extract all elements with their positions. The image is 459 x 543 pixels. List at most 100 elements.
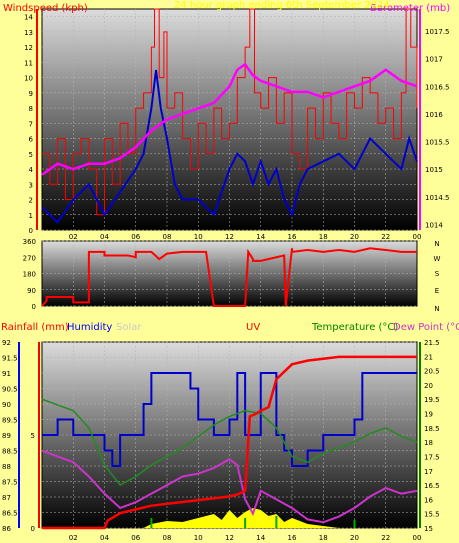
windspeed-tick-label: 9 (29, 90, 33, 98)
humidity-tick-label: 90.5 (2, 386, 18, 394)
barometer-axis: 1014 1014.5 1015 1015.5 1016 1016.5 1017 1017.5 (419, 9, 450, 230)
x-tick-label: 10 (194, 534, 203, 542)
x-tick-label: 10 (194, 233, 203, 241)
temperature-tick-label: 15 (424, 525, 433, 533)
solar-label: Solar (116, 322, 142, 333)
temperature-tick-label: 16 (424, 496, 433, 504)
temperature-tick-label: 20 (424, 382, 433, 390)
rainfall-tick-label: 5 (31, 432, 35, 440)
humidity-tick-label: 91.5 (2, 355, 18, 363)
barometer-label: Barometer (mb) (370, 3, 450, 14)
rainfall-tick-label: 0 (31, 525, 35, 533)
barometer-tick-label: 1014 (425, 221, 443, 229)
dew-point-label: Dew Point (°C) (393, 322, 459, 333)
x-tick-label: 06 (131, 233, 140, 241)
temperature-tick-label: 15.5 (424, 511, 440, 519)
windspeed-tick-label: 1 (29, 212, 33, 220)
dew-point-line (41, 449, 418, 524)
x-tick-label: 14 (256, 534, 265, 542)
x-tick-label: 04 (100, 534, 109, 542)
humidity-tick-label: 87.5 (2, 479, 18, 487)
windspeed-tick-label: 7 (29, 120, 33, 128)
gust-line (42, 8, 418, 216)
temperature-tick-label: 21 (424, 353, 433, 361)
rainfall-series (41, 355, 418, 530)
windspeed-series (41, 8, 418, 224)
barometer-tick-label: 1016.5 (425, 83, 450, 91)
humidity-tick-label: 89.5 (2, 417, 18, 425)
compass-label: W (434, 255, 441, 263)
chart-title: 24 hour graph ending 6th September 2024 (174, 0, 390, 11)
x-tick-label: 16 (288, 534, 297, 542)
windspeed-tick-label: 12 (24, 44, 33, 52)
direction-tick-label: 360 (23, 238, 36, 246)
wind-direction-series (41, 247, 417, 307)
rainfall-x-axis: 02 04 06 08 10 12 14 16 18 20 22 00 (69, 534, 422, 542)
x-tick-label: 12 (225, 233, 234, 241)
direction-tick-label: 180 (23, 271, 36, 279)
compass-label: E (435, 287, 439, 295)
x-tick-label: 20 (350, 534, 359, 542)
rainfall-line (42, 355, 417, 530)
barometer-tick-label: 1017.5 (425, 28, 450, 36)
windspeed-tick-label: 2 (29, 197, 33, 205)
temperature-tick-label: 19.5 (424, 396, 440, 404)
humidity-tick-label: 87 (2, 494, 11, 502)
humidity-tick-label: 86.5 (2, 510, 18, 518)
humidity-tick-label: 91 (2, 370, 11, 378)
x-tick-label: 12 (225, 534, 234, 542)
windspeed-tick-label: 3 (29, 181, 33, 189)
direction-tick-label: 0 (32, 303, 36, 311)
windspeed-tick-label: 5 (29, 151, 33, 159)
windspeed-tick-label: 13 (24, 29, 33, 37)
humidity-tick-label: 86 (2, 525, 11, 533)
rainfall-label: Rainfall (mm) (1, 322, 69, 333)
humidity-tick-label: 90 (2, 401, 11, 409)
wind-direction-axis: 0 90 180 270 360 (23, 238, 36, 311)
x-tick-label: 22 (381, 233, 390, 241)
windspeed-tick-label: 10 (24, 75, 33, 83)
barometer-tick-label: 1015.5 (425, 139, 450, 147)
barometer-line (41, 62, 418, 176)
wind-direction-line (41, 247, 417, 307)
temperature-tick-label: 17.5 (424, 453, 440, 461)
windspeed-tick-label: 8 (29, 105, 33, 113)
x-tick-label: 00 (413, 534, 422, 542)
windspeed-tick-label: 4 (29, 166, 34, 174)
direction-tick-label: 270 (23, 254, 36, 262)
x-tick-label: 22 (381, 534, 390, 542)
barometer-tick-label: 1017 (425, 56, 443, 64)
barometer-tick-label: 1016 (425, 111, 443, 119)
x-tick-label: 08 (163, 534, 172, 542)
humidity-tick-label: 92 (2, 339, 11, 347)
humidity-label: Humidity (67, 322, 112, 333)
windspeed-tick-label: 11 (24, 59, 33, 67)
humidity-tick-label: 88 (2, 463, 11, 471)
direction-tick-label: 90 (27, 287, 36, 295)
temperature-tick-label: 17 (424, 468, 433, 476)
x-tick-label: 08 (163, 233, 172, 241)
x-tick-label: 06 (131, 534, 140, 542)
temperature-axis: 15 15.5 16 16.5 17 17.5 18 18.5 19 19.5 20 20.5 21 21… (419, 339, 440, 533)
x-tick-label: 18 (319, 534, 328, 542)
windspeed-tick-label: 0 (29, 227, 33, 235)
x-tick-label: 16 (288, 233, 297, 241)
windspeed-line (41, 69, 418, 224)
temperature-tick-label: 20.5 (424, 368, 440, 376)
barometer-tick-label: 1014.5 (425, 194, 450, 202)
windspeed-tick-label: 6 (29, 136, 34, 144)
temperature-label: Temperature (°C) (311, 322, 398, 333)
x-tick-label: 18 (319, 233, 328, 241)
temperature-tick-label: 16.5 (424, 482, 440, 490)
x-tick-label: 02 (69, 534, 78, 542)
x-tick-label: 04 (100, 233, 109, 241)
temperature-tick-label: 19 (424, 411, 433, 419)
x-tick-label: 00 (413, 233, 422, 241)
windspeed-x-axis: 02 04 06 08 10 12 14 16 18 20 22 00 (69, 233, 422, 241)
temperature-line (41, 398, 418, 487)
windspeed-tick-label: 14 (24, 14, 33, 22)
temperature-tick-label: 21.5 (424, 339, 440, 347)
